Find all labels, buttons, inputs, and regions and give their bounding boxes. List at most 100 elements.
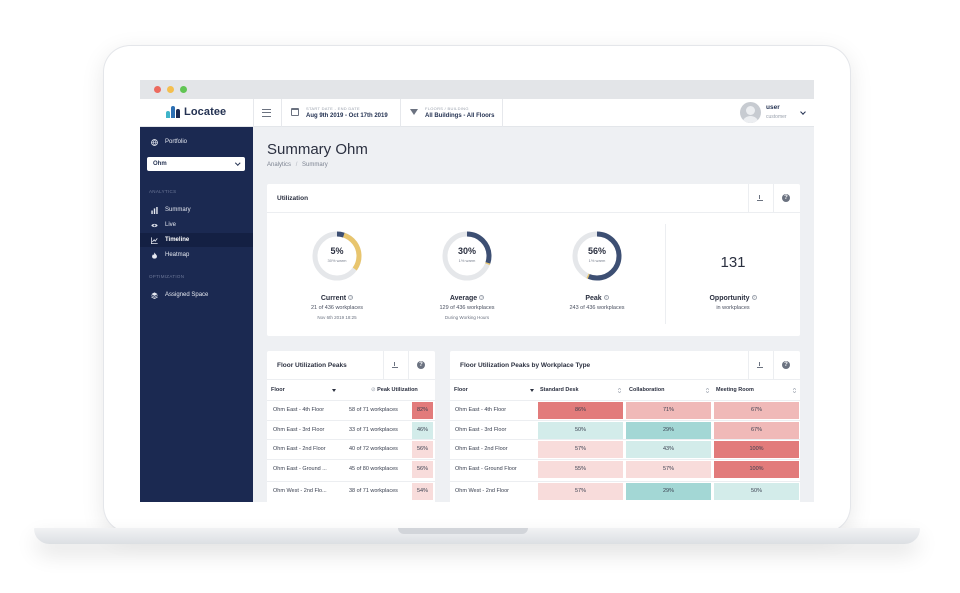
sidebar-section-optimization: OPTIMIZATION [149, 274, 185, 279]
desk-cell: 86% [538, 402, 623, 419]
page-title: Summary Ohm [267, 141, 368, 158]
metric-workplaces: 243 of 436 workplaces [569, 305, 625, 311]
avatar[interactable] [740, 102, 761, 123]
logo[interactable]: Locatee [166, 106, 226, 118]
floor-peaks-card: Floor Utilization Peaks ? Floor ⊘ Peak U… [267, 351, 435, 502]
calendar-icon[interactable] [291, 108, 299, 116]
help-icon[interactable]: ? [782, 361, 790, 369]
download-icon[interactable] [757, 362, 763, 368]
column-header-peak[interactable]: ⊘ Peak Utilization [371, 387, 418, 393]
layers-icon [151, 291, 158, 299]
user-role: customer [766, 114, 787, 120]
utilization-card: Utilization ? 5% 30% warm Current? 21 of 43… [267, 184, 800, 336]
sort-icon[interactable] [706, 388, 709, 393]
floor-name: Ohm East - Ground ... [273, 465, 327, 472]
info-icon[interactable]: ? [479, 295, 485, 300]
sidebar-item-timeline[interactable]: Timeline [140, 233, 253, 247]
column-header-meeting-room[interactable]: Meeting Room [716, 387, 754, 393]
workplaces-count: 33 of 71 workplaces [349, 426, 398, 433]
metric-workplaces: 129 of 436 workplaces [439, 305, 495, 311]
window-chrome [140, 80, 814, 99]
table-row[interactable]: Ohm East - 4th Floor 58 of 71 workplaces 8… [267, 400, 435, 419]
sort-caret-icon[interactable] [530, 389, 534, 392]
table-row[interactable]: Ohm East - Ground Floor 55% 57% 100% [450, 458, 800, 478]
sidebar-item-heatmap[interactable]: Heatmap [140, 248, 253, 262]
chevron-down-icon [234, 160, 240, 166]
table-row[interactable]: Ohm East - 2nd Floor 57% 43% 100% [450, 439, 800, 458]
table-row[interactable]: Ohm East - Ground ... 45 of 80 workplaces… [267, 458, 435, 478]
filter-icon[interactable] [410, 109, 418, 115]
floor-name: Ohm East - 4th Floor [455, 407, 507, 413]
sidebar-item-assigned-space[interactable]: Assigned Space [140, 288, 253, 302]
chevron-down-icon[interactable] [800, 109, 806, 115]
date-range-value[interactable]: Aug 9th 2019 - Oct 17th 2019 [306, 113, 388, 119]
breadcrumb-separator: / [295, 162, 298, 168]
peak-cell: 56% [412, 441, 433, 458]
download-icon[interactable] [392, 362, 398, 368]
donut-chart: 56% 1% warm [571, 230, 623, 282]
laptop-notch [398, 528, 528, 534]
help-icon[interactable]: ? [782, 194, 790, 202]
floor-name: Ohm West - 2nd Floor [455, 488, 509, 494]
minimize-dot[interactable] [167, 86, 174, 93]
workplaces-count: 40 of 72 workplaces [349, 446, 398, 452]
sidebar-item-label: Summary [165, 207, 191, 213]
close-dot[interactable] [154, 86, 161, 93]
meeting-cell: 67% [714, 421, 799, 439]
sort-icon[interactable] [793, 388, 796, 393]
portfolio-select[interactable]: Ohm [147, 157, 245, 171]
floor-filter-value[interactable]: All Buildings - All Floors [425, 113, 495, 119]
info-icon[interactable]: ? [603, 295, 609, 300]
table-row[interactable]: Ohm East - 3rd Floor 50% 29% 67% [450, 419, 800, 439]
peak-cell: 46% [412, 421, 433, 439]
card-header: Utilization ? [267, 184, 800, 213]
info-icon[interactable]: ? [751, 295, 757, 300]
donut-warm-label: 30% warm [327, 258, 347, 263]
meeting-cell: 50% [714, 483, 799, 500]
collab-cell: 43% [626, 441, 711, 458]
donut-warm-label: 1% warm [588, 258, 606, 263]
eye-icon [151, 223, 158, 227]
table-row[interactable]: Ohm East - 4th Floor 86% 71% 67% [450, 400, 800, 419]
column-header-standard-desk[interactable]: Standard Desk [540, 387, 579, 393]
sidebar-item-live[interactable]: Live [140, 218, 253, 232]
sidebar-item-summary[interactable]: Summary [140, 203, 253, 217]
user-name[interactable]: user [766, 104, 780, 111]
floor-name: Ohm East - Ground Floor [455, 465, 517, 472]
card-title: Utilization [277, 195, 309, 202]
card-header: Floor Utilization Peaks ? [267, 351, 435, 380]
breadcrumb-analytics[interactable]: Analytics [267, 162, 292, 168]
table-row[interactable]: Ohm West - 2nd Flo... 38 of 71 workplaces… [267, 481, 435, 500]
sidebar-item-portfolio[interactable]: Portfolio [140, 135, 253, 149]
sidebar-item-label: Heatmap [165, 252, 190, 258]
floor-name: Ohm East - 3rd Floor [455, 426, 507, 433]
info-icon[interactable]: ? [348, 295, 354, 300]
sidebar: Portfolio Ohm ANALYTICS Summary Live Tim… [140, 127, 253, 502]
sort-caret-icon[interactable] [332, 389, 336, 392]
column-header-collaboration[interactable]: Collaboration [629, 387, 665, 393]
maximize-dot[interactable] [180, 86, 187, 93]
help-icon[interactable]: ? [417, 361, 425, 369]
globe-icon [151, 138, 158, 146]
workplaces-count: 58 of 71 workplaces [349, 407, 398, 413]
metric-note: During Working Hours [444, 315, 490, 320]
workplaces-count: 38 of 71 workplaces [349, 488, 398, 494]
menu-icon[interactable] [262, 109, 271, 117]
table-row[interactable]: Ohm West - 2nd Floor 57% 29% 50% [450, 481, 800, 500]
warm-arc [312, 231, 362, 281]
floor-filter-label: FLOORS / BUILDING [425, 106, 469, 111]
column-header-floor[interactable]: Floor [454, 387, 468, 393]
column-header-floor[interactable]: Floor [271, 387, 285, 393]
flame-icon [152, 251, 157, 259]
sort-icon[interactable] [618, 388, 621, 393]
table-row[interactable]: Ohm East - 3rd Floor 33 of 71 workplaces 4… [267, 419, 435, 439]
bar-chart-icon [151, 206, 158, 214]
meeting-cell: 100% [714, 441, 799, 458]
logo-text: Locatee [184, 106, 227, 118]
table-row[interactable]: Ohm East - 2nd Floor 40 of 72 workplaces 5… [267, 439, 435, 458]
download-icon[interactable] [757, 195, 763, 201]
metric-note: Nov 6th 2019 18:25 [317, 315, 357, 320]
breadcrumb-summary: Summary [302, 162, 328, 168]
card-title: Floor Utilization Peaks by Workplace Typ… [460, 362, 591, 369]
donut-percent: 56% [587, 246, 606, 256]
